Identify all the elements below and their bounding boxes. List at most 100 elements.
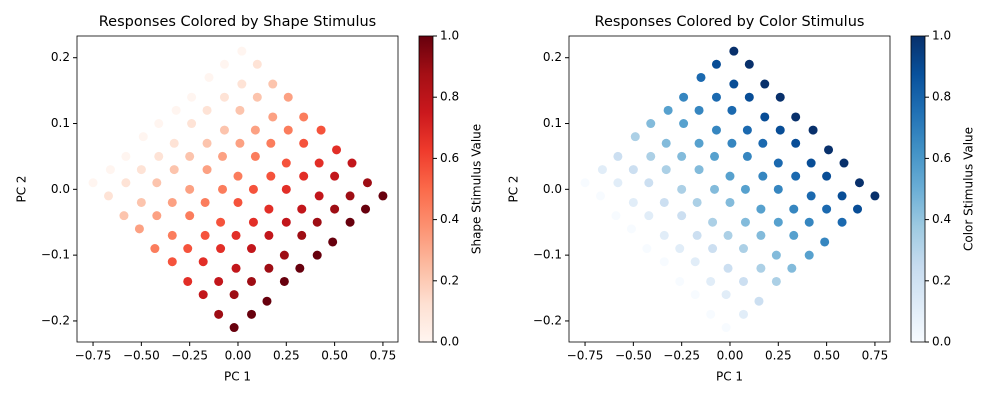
point (626, 224, 636, 234)
point (171, 105, 181, 115)
point (804, 217, 814, 227)
point (362, 178, 372, 188)
point (742, 125, 752, 135)
point (332, 145, 342, 155)
point (837, 191, 847, 201)
point (247, 276, 257, 286)
point (299, 112, 309, 122)
point (708, 244, 718, 254)
point (185, 151, 195, 161)
point (152, 178, 162, 188)
point (268, 112, 278, 122)
point (316, 125, 326, 135)
point (644, 178, 654, 188)
colorbar-tick-label: 0.8 (932, 90, 951, 104)
colorbar-tick-label: 0.8 (440, 90, 459, 104)
colorbar-tick-label: 1.0 (932, 29, 951, 43)
point (791, 138, 801, 148)
point (185, 211, 195, 221)
point (233, 197, 243, 207)
point (628, 165, 638, 175)
y-tick-label: 0.1 (51, 116, 70, 130)
point (264, 204, 274, 214)
colorbar (910, 35, 926, 343)
chart-title: Responses Colored by Color Stimulus (595, 14, 865, 30)
point (214, 309, 224, 319)
point (121, 178, 131, 188)
point (613, 178, 623, 188)
point (328, 237, 338, 247)
point (756, 204, 766, 214)
x-tick-label: −0.75 (567, 349, 604, 363)
point (729, 79, 739, 89)
point (235, 138, 245, 148)
point (218, 151, 228, 161)
x-axis-label: PC 1 (224, 370, 251, 384)
point (711, 92, 721, 102)
point (281, 184, 291, 194)
point (252, 59, 262, 69)
y-tick-label: 0.2 (51, 50, 70, 64)
point (694, 105, 704, 115)
colorbar (418, 35, 434, 343)
point (727, 105, 737, 115)
point (694, 138, 704, 148)
point (659, 197, 669, 207)
point (104, 191, 114, 201)
colorbar-tick-label: 0.2 (440, 273, 459, 287)
point (596, 191, 606, 201)
y-tick-label: 0.2 (543, 50, 562, 64)
point (297, 230, 307, 240)
point (706, 276, 716, 286)
y-tick-label: −0.1 (41, 248, 70, 262)
point (150, 244, 160, 254)
x-axis-label: PC 1 (716, 370, 743, 384)
x-tick-label: 0.00 (225, 349, 252, 363)
point (247, 309, 257, 319)
point (169, 138, 179, 148)
point (742, 151, 752, 161)
colorbar-tick-label: 0.6 (932, 151, 951, 165)
point (167, 230, 177, 240)
point (252, 92, 262, 102)
point (773, 158, 783, 168)
colorbar-tick-label: 0.0 (932, 335, 951, 349)
axes-frame (76, 35, 399, 343)
point (347, 158, 357, 168)
point (216, 244, 226, 254)
point (773, 217, 783, 227)
point (723, 230, 733, 240)
colorbar-label: Shape Stimulus Value (470, 124, 484, 254)
point (183, 276, 193, 286)
point (185, 184, 195, 194)
y-axis-label: PC 2 (507, 175, 521, 202)
point (218, 184, 228, 194)
y-tick-label: 0.1 (543, 116, 562, 130)
x-tick-label: 0.50 (813, 349, 840, 363)
point (820, 237, 830, 247)
point (690, 290, 700, 300)
point (314, 158, 324, 168)
x-tick-label: 0.25 (273, 349, 300, 363)
point (791, 112, 801, 122)
point (661, 138, 671, 148)
point (152, 211, 162, 221)
chart-title: Responses Colored by Shape Stimulus (99, 14, 377, 30)
point (136, 165, 146, 175)
point (183, 244, 193, 254)
colorbar-tick-label: 0.4 (932, 212, 951, 226)
point (677, 211, 687, 221)
point (187, 119, 197, 129)
point (235, 105, 245, 115)
point (200, 197, 210, 207)
x-tick-label: −0.50 (123, 349, 160, 363)
point (611, 211, 621, 221)
point (248, 184, 258, 194)
point (167, 197, 177, 207)
point (187, 92, 197, 102)
point (729, 46, 739, 56)
point (345, 217, 355, 227)
colorbar-label: Color Stimulus Value (962, 127, 976, 251)
point (312, 217, 322, 227)
point (198, 257, 208, 267)
